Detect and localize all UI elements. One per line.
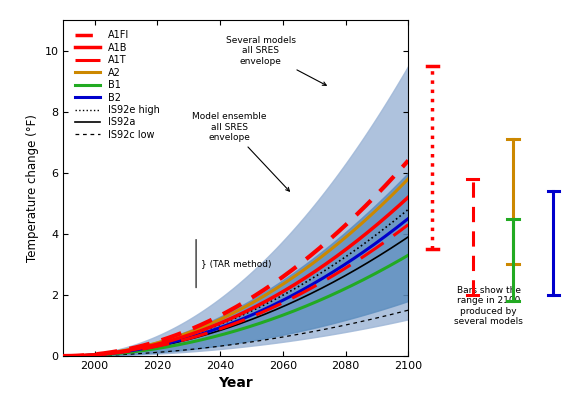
- Y-axis label: Temperature change (°F): Temperature change (°F): [26, 114, 39, 262]
- X-axis label: Year: Year: [218, 376, 253, 390]
- Text: Bars show the
range in 2100
produced by
several models: Bars show the range in 2100 produced by …: [454, 286, 523, 326]
- Text: } (TAR method): } (TAR method): [201, 259, 272, 268]
- Text: Several models
all SRES
envelope: Several models all SRES envelope: [226, 36, 326, 85]
- Text: Model ensemble
all SRES
envelope: Model ensemble all SRES envelope: [192, 112, 289, 191]
- Legend: A1FI, A1B, A1T, A2, B1, B2, IS92e high, IS92a, IS92c low: A1FI, A1B, A1T, A2, B1, B2, IS92e high, …: [71, 26, 163, 144]
